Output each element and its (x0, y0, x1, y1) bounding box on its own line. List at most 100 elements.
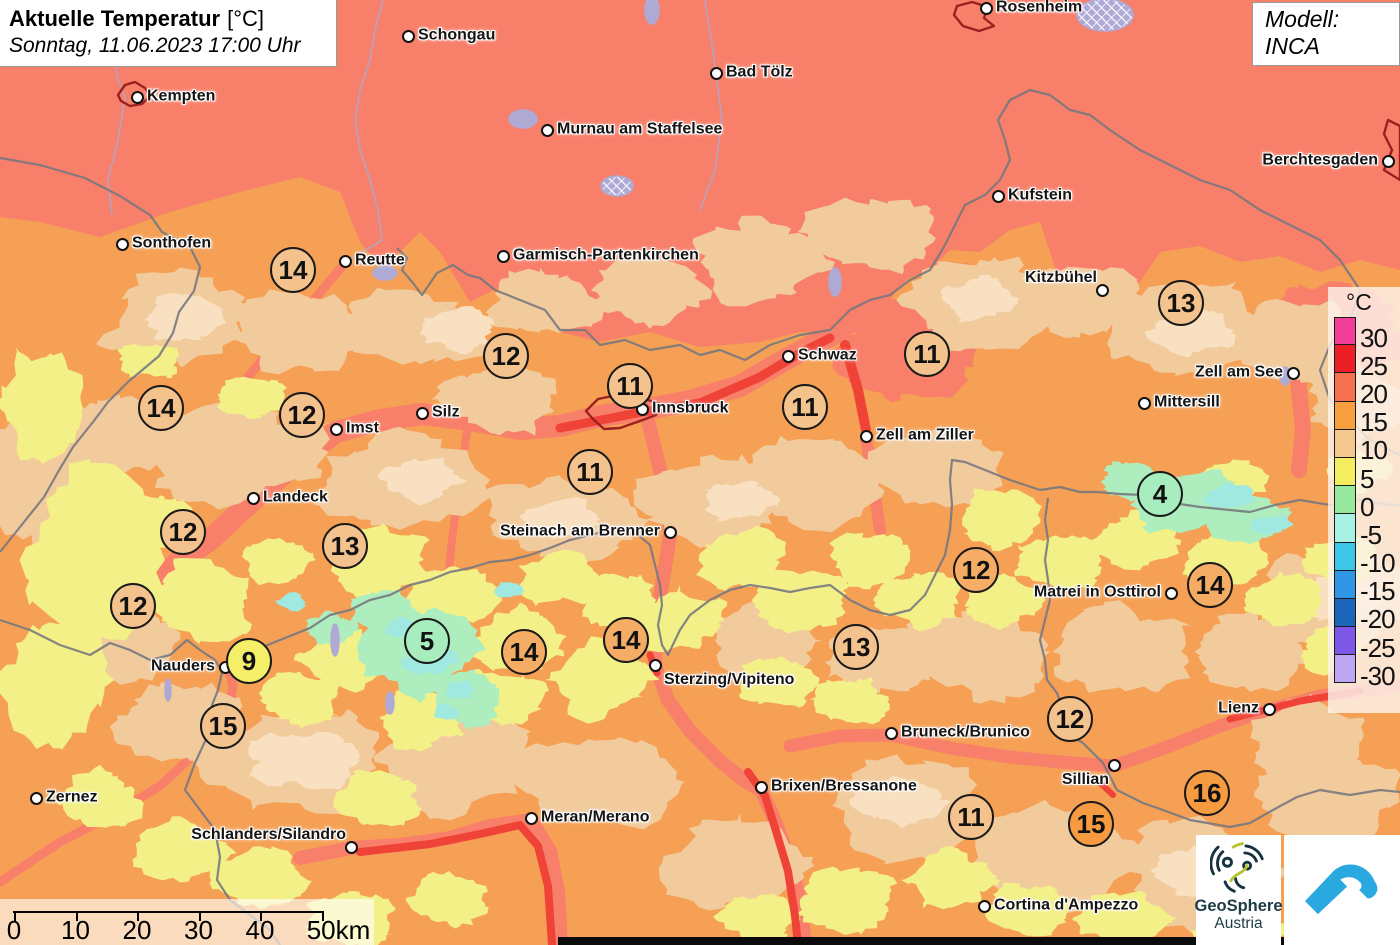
city-label: Garmisch-Partenkirchen (513, 246, 699, 264)
legend-label: -10 (1360, 548, 1396, 579)
city-label: Steinach am Brenner (499, 522, 660, 540)
station-temperature-circle: 4 (1137, 471, 1183, 517)
city-label: Silz (432, 403, 460, 421)
city-label: Landeck (263, 488, 328, 506)
legend-entry: -15 (1334, 570, 1400, 606)
station-temperature-circle: 15 (200, 703, 246, 749)
legend-entry: -25 (1334, 627, 1400, 663)
city-dot-icon (1286, 366, 1300, 380)
city-dot-icon (415, 406, 429, 420)
legend-label: -15 (1360, 576, 1396, 607)
bottom-bar (558, 937, 1400, 945)
station-temperature-circle: 14 (138, 385, 184, 431)
city-label: Sillian (1061, 771, 1109, 788)
legend-entry: 15 (1334, 401, 1400, 437)
legend-label: -20 (1360, 604, 1396, 635)
station-temperature-circle: 12 (953, 547, 999, 593)
legend-entry: 5 (1334, 457, 1400, 494)
station-temperature-circle: 12 (160, 509, 206, 555)
city-label: Innsbruck (652, 399, 729, 417)
city-dot-icon (884, 726, 898, 740)
legend-swatch (1334, 429, 1356, 458)
scale-bar-tick (14, 911, 16, 921)
city-label: Bad Tölz (726, 63, 793, 81)
geosphere-logo: GeoSphere Austria (1194, 835, 1283, 945)
scale-bar-label: 30 (184, 915, 213, 945)
station-temperature-circle: 11 (567, 449, 613, 495)
legend-title: °C (1346, 289, 1372, 315)
station-temperature-circle: 16 (1184, 770, 1230, 816)
legend-entry: 30 (1334, 317, 1400, 353)
city-dot-icon (991, 189, 1005, 203)
legend-label: 15 (1360, 407, 1388, 438)
scale-bar-label: 20 (122, 915, 152, 945)
temperature-legend: °C 30 25 20 15 10 5 0 -5 -10 -15 -20 -25 -30 (1328, 287, 1400, 713)
blue-mountain-logo-icon (1305, 864, 1378, 915)
city-label: Schwaz (798, 346, 857, 364)
city-dot-icon (1095, 283, 1109, 297)
city-dot-icon (663, 525, 677, 539)
legend-entry: 20 (1334, 373, 1400, 409)
legend-swatch (1334, 570, 1356, 599)
city-dot-icon (338, 254, 352, 268)
city-label: Rosenheim (996, 0, 1083, 16)
legend-swatch (1334, 627, 1356, 656)
legend-entry: 10 (1334, 429, 1400, 465)
blue-mountain-logo (1284, 835, 1400, 945)
legend-label: -5 (1360, 519, 1382, 550)
city-label: Zell am See (1194, 363, 1283, 381)
station-temperature-circle: 14 (270, 247, 316, 293)
scale-bar-tick (321, 911, 324, 921)
city-dot-icon (977, 899, 991, 913)
map-title-text: Aktuelle Temperatur (9, 6, 221, 31)
legend-entry: 0 (1334, 486, 1400, 522)
station-temperature-circle: 15 (1068, 801, 1114, 847)
city-label: Sterzing/Vipiteno (664, 671, 795, 688)
legend-swatch (1334, 345, 1356, 374)
legend-swatch (1334, 542, 1356, 571)
map-timestamp: Sonntag, 11.06.2023 17:00 Uhr (9, 34, 301, 57)
legend-swatch (1334, 598, 1356, 628)
legend-entry: 25 (1334, 345, 1400, 381)
station-temperature-circle: 9 (226, 638, 272, 684)
station-temperature-circle: 12 (279, 392, 325, 438)
legend-label: 10 (1360, 435, 1388, 466)
city-dot-icon (524, 811, 538, 825)
scale-bar-tick (137, 911, 139, 921)
legend-swatch (1334, 486, 1356, 515)
city-label: Meran/Merano (541, 808, 650, 826)
city-label: Matrei in Osttirol (1033, 583, 1161, 601)
station-temperature-circle: 11 (904, 331, 950, 377)
legend-label: -30 (1360, 660, 1396, 691)
city-dot-icon (1164, 586, 1178, 600)
legend-entry: -5 (1334, 514, 1400, 550)
city-dot-icon (1107, 758, 1121, 772)
city-dot-icon (130, 90, 144, 104)
city-label: Nauders (150, 657, 215, 675)
legend-label: 25 (1360, 350, 1388, 381)
station-temperature-circle: 13 (322, 523, 368, 569)
city-label: Cortina d'Ampezzo (994, 896, 1139, 914)
station-temperature-circle: 12 (483, 333, 529, 379)
city-label: Reutte (355, 251, 405, 269)
city-dot-icon (709, 66, 723, 80)
legend-label: 30 (1360, 322, 1388, 353)
scale-bar-tick (75, 911, 78, 921)
scale-bar-label: 50km (306, 915, 371, 945)
city-label: Kitzbühel (1025, 269, 1097, 286)
city-dot-icon (781, 349, 795, 363)
city-label: Bruneck/Brunico (901, 723, 1030, 741)
city-label: Kufstein (1008, 186, 1072, 204)
model-label: Modell: INCA (1252, 2, 1400, 66)
legend-entry: -30 (1334, 655, 1400, 691)
city-label: Imst (346, 419, 379, 437)
station-temperature-circle: 12 (110, 583, 156, 629)
city-dot-icon (1381, 154, 1395, 168)
city-dot-icon (29, 791, 43, 805)
city-dot-icon (540, 123, 554, 137)
city-label: Sonthofen (132, 234, 212, 252)
station-temperature-circle: 11 (948, 794, 994, 840)
legend-color-scale: 30 25 20 15 10 5 0 -5 -10 -15 -20 -25 -30 (1334, 317, 1400, 691)
